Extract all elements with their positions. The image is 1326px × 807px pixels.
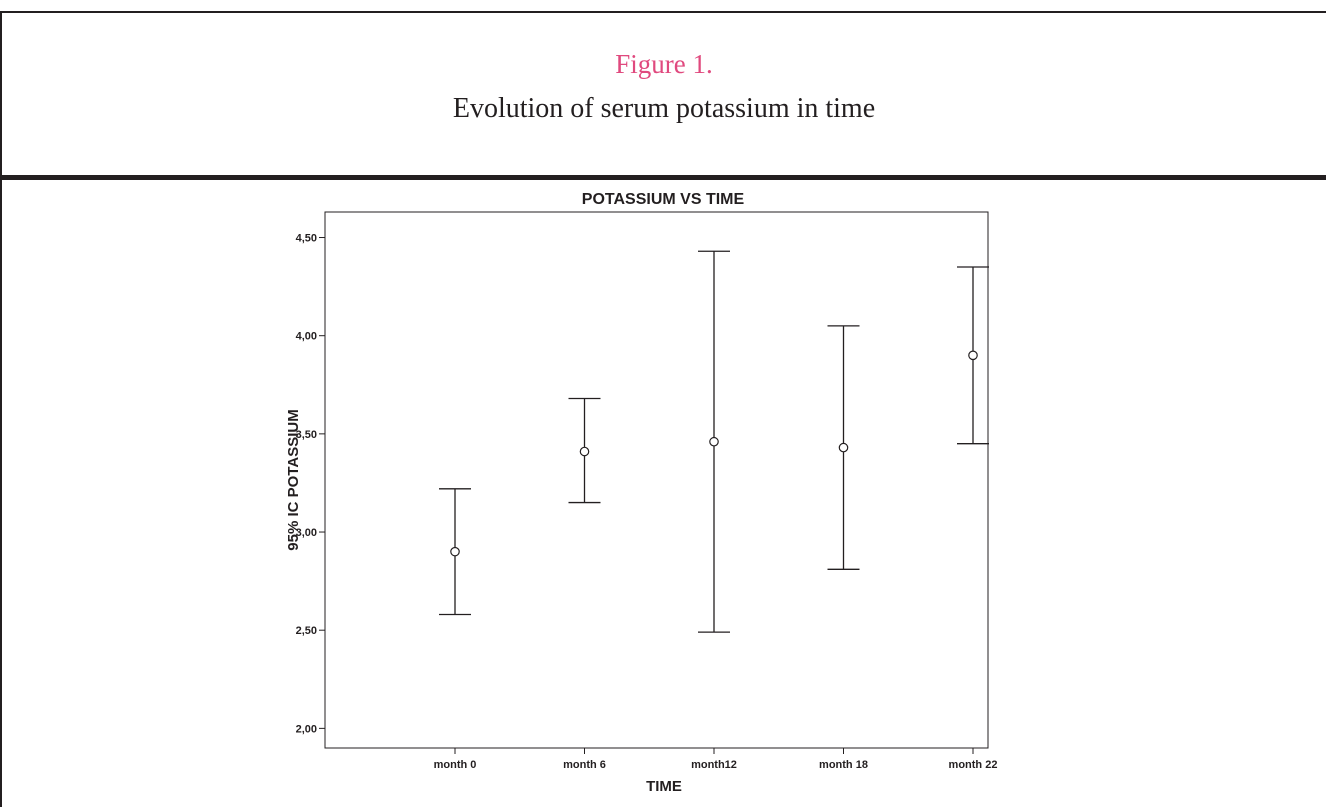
- chart-title: POTASSIUM VS TIME: [582, 191, 745, 208]
- figure-frame: Figure 1. Evolution of serum potassium i…: [0, 11, 1326, 807]
- x-tick-label: month12: [691, 759, 737, 771]
- figure-header: Figure 1. Evolution of serum potassium i…: [2, 13, 1326, 180]
- x-tick-label: month 0: [434, 759, 477, 771]
- mean-point: [709, 436, 719, 447]
- mean-point: [450, 546, 460, 557]
- figure-caption: Evolution of serum potassium in time: [452, 93, 876, 124]
- error-bars: [439, 250, 989, 633]
- y-tick-label: 3,50: [296, 429, 317, 441]
- figure-label: Figure 1.: [615, 49, 713, 79]
- mean-point: [968, 350, 978, 361]
- x-tick-label: month 6: [563, 759, 606, 771]
- mean-point: [579, 446, 590, 457]
- y-tick-label: 2,00: [296, 723, 317, 735]
- y-tick-label: 2,50: [296, 625, 317, 637]
- y-tick-label: 4,00: [296, 331, 317, 343]
- x-tick-label: month 22: [949, 759, 998, 771]
- x-axis: month 0 month 6 month12 month 18 month 22: [434, 748, 998, 771]
- y-axis-title: 95% IC POTASSIUM: [285, 409, 302, 550]
- x-tick-label: month 18: [819, 759, 868, 771]
- y-tick-label: 4,50: [296, 233, 317, 245]
- y-axis: 2,00 2,50 3,00 3,50 4,00 4,50: [296, 233, 325, 735]
- y-tick-label: 3,00: [296, 527, 317, 539]
- x-axis-title: TIME: [646, 778, 682, 795]
- plot-area-frame: [324, 211, 989, 749]
- mean-point: [838, 442, 849, 453]
